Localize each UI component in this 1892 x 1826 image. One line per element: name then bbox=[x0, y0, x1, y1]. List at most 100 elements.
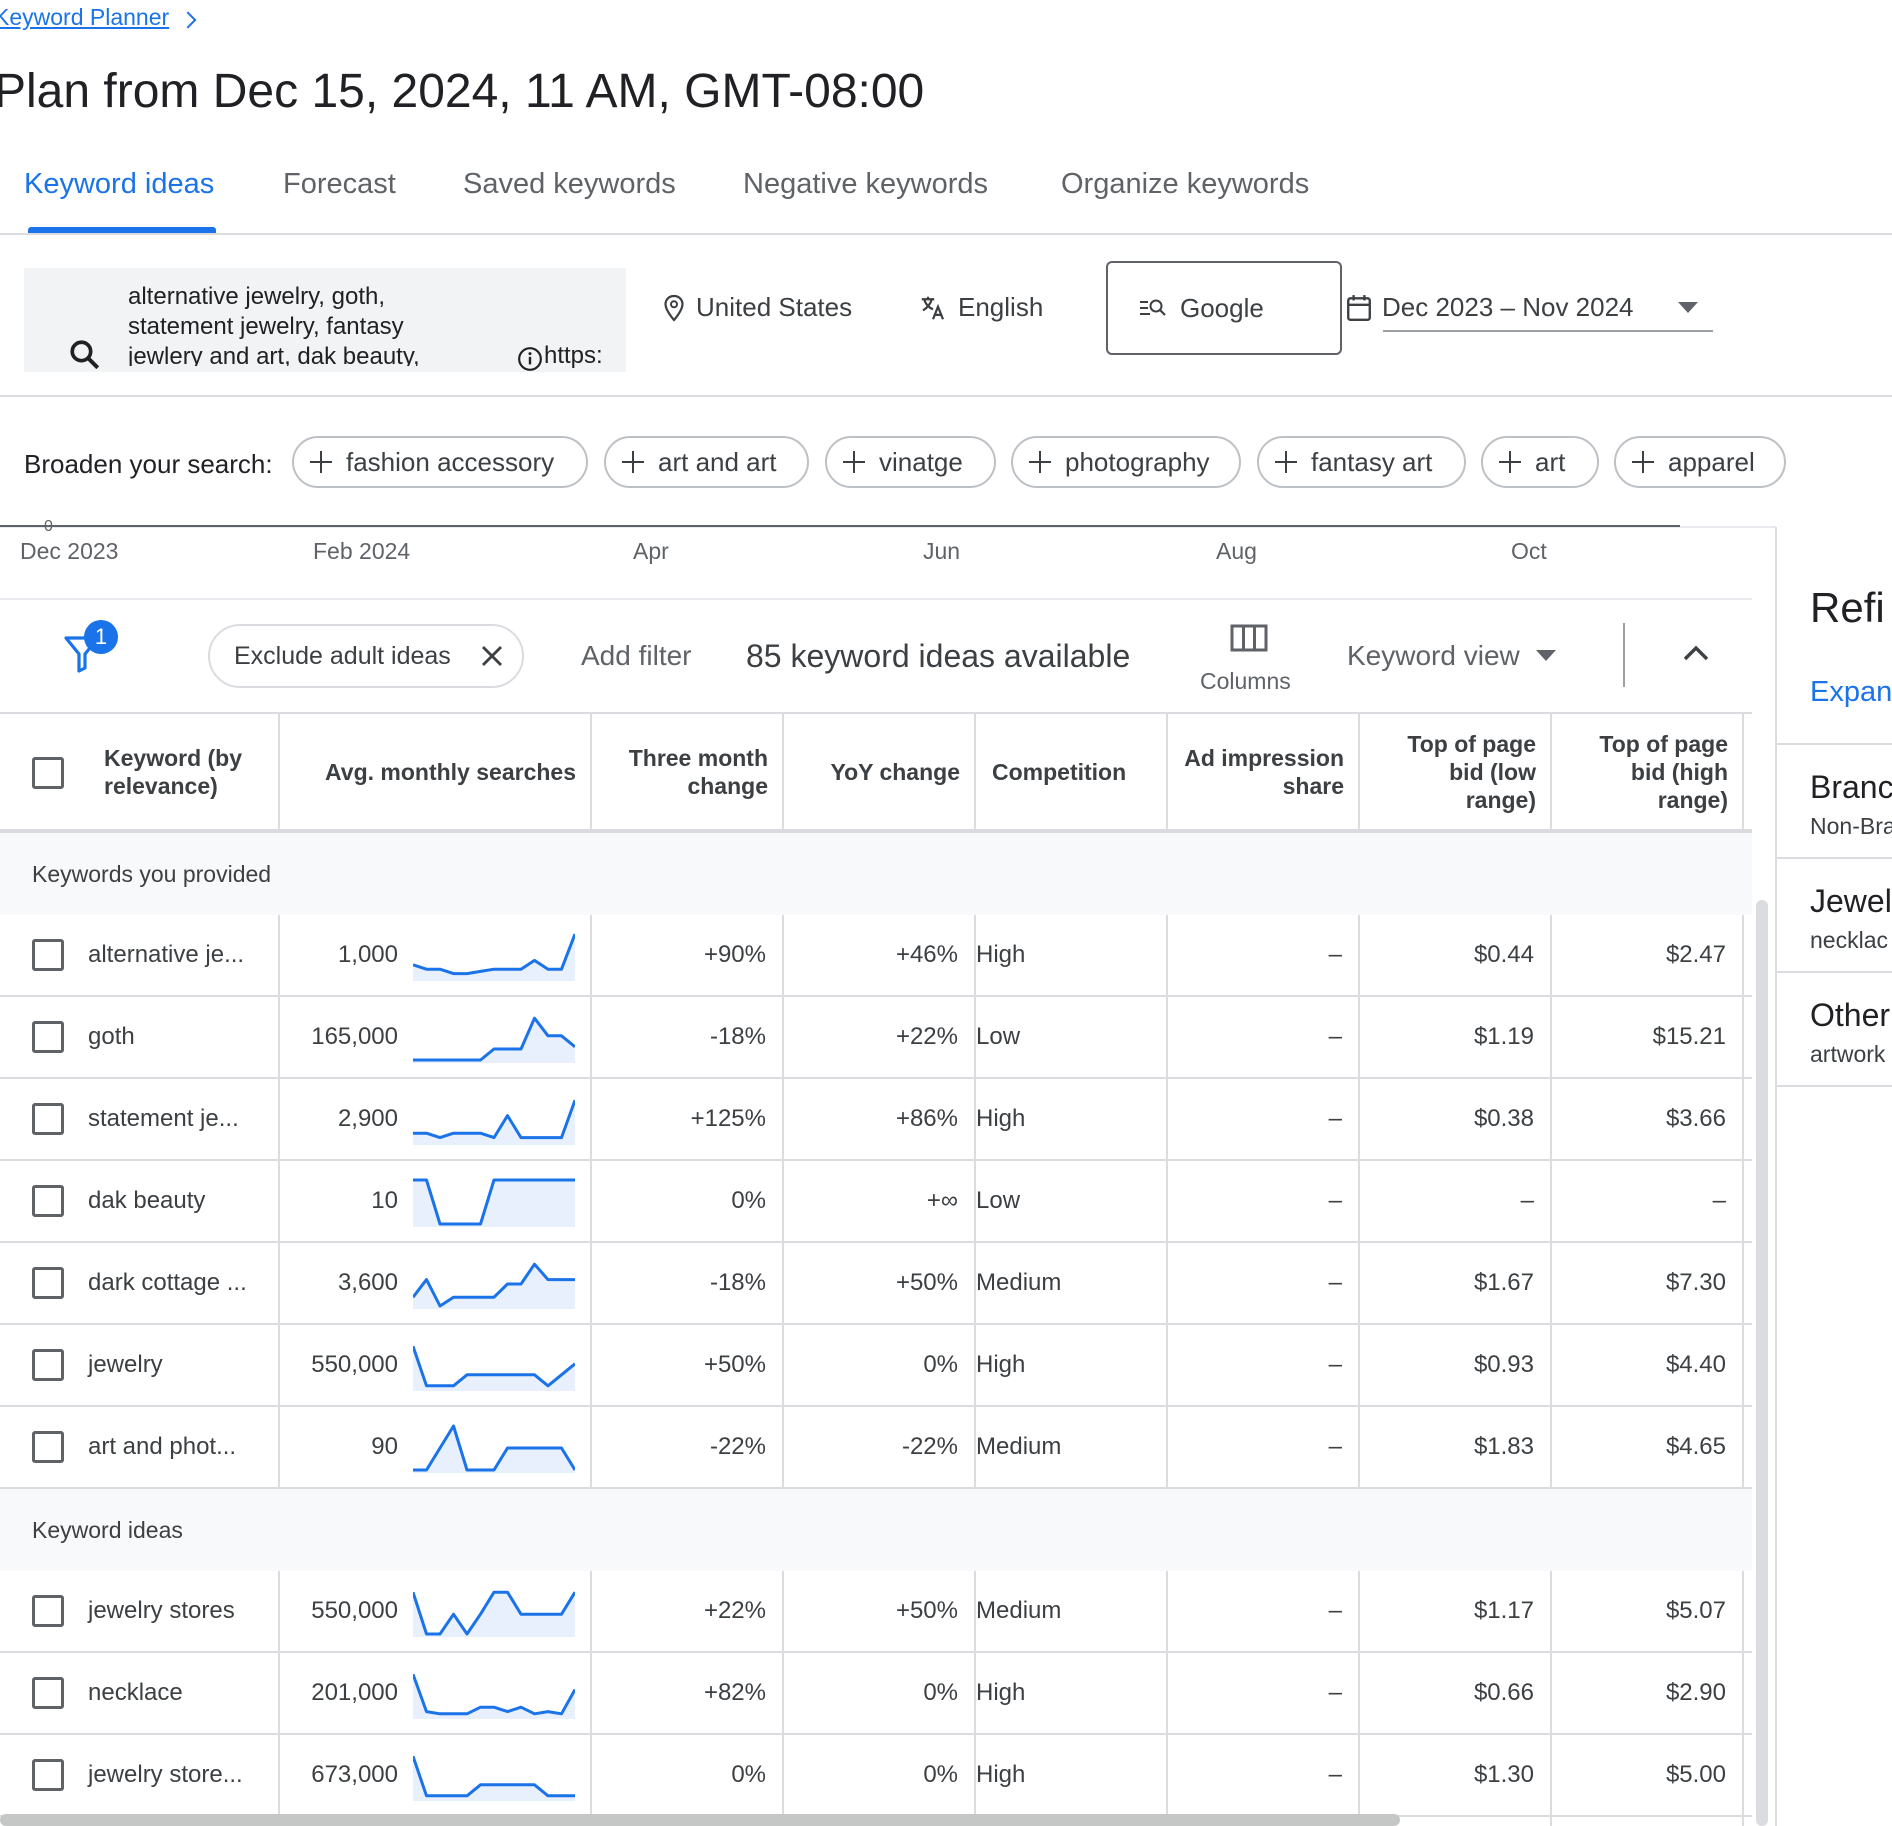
tab-organize-keywords[interactable]: Organize keywords bbox=[1061, 168, 1310, 200]
refine-title: Refi bbox=[1810, 584, 1885, 631]
row-checkbox[interactable] bbox=[32, 1431, 64, 1463]
network-label: Google bbox=[1180, 292, 1264, 323]
cell-keyword[interactable]: art and phot... bbox=[88, 1433, 237, 1460]
header-yoy-change[interactable]: YoY change bbox=[830, 759, 960, 785]
keyword-view-dropdown[interactable]: Keyword view bbox=[1347, 640, 1556, 672]
expand-all-link[interactable]: Expan bbox=[1810, 676, 1892, 708]
table-row[interactable]: jewelry stores 550,000 +22% +50% Medium – $1.1… bbox=[0, 1571, 1752, 1653]
table-row[interactable]: goth 165,000 -18% +22% Low – $1.19 $15.21 bbox=[0, 997, 1752, 1079]
header-three-month-change[interactable]: Three month change bbox=[628, 745, 768, 799]
date-range-selector[interactable]: Dec 2023 – Nov 2024 bbox=[1346, 292, 1634, 323]
broaden-chip-vinatge[interactable]: vinatge bbox=[825, 436, 996, 488]
cell-competition: Medium bbox=[976, 1269, 1062, 1296]
table-row[interactable]: dark cottage ... 3,600 -18% +50% Medium – $1.6… bbox=[0, 1243, 1752, 1325]
table-row[interactable]: necklace 201,000 +82% 0% High – $0.66 $2.90 bbox=[0, 1653, 1752, 1735]
language-label: English bbox=[958, 292, 1044, 322]
cell-keyword[interactable]: dark cottage ... bbox=[88, 1269, 247, 1296]
trend-sparkline bbox=[413, 1178, 575, 1227]
header-ad-impression-share[interactable]: Ad impression share bbox=[1184, 745, 1344, 799]
language-selector[interactable]: English bbox=[918, 292, 1043, 323]
tab-keyword-ideas[interactable]: Keyword ideas bbox=[24, 168, 215, 200]
exclude-adult-ideas-chip[interactable]: Exclude adult ideas bbox=[208, 624, 524, 688]
vertical-scrollbar[interactable] bbox=[1756, 900, 1768, 1826]
add-filter-button[interactable]: Add filter bbox=[581, 640, 692, 671]
row-checkbox[interactable] bbox=[32, 1595, 64, 1627]
plus-icon bbox=[310, 451, 332, 473]
row-checkbox[interactable] bbox=[32, 1103, 64, 1135]
cell-avg-monthly-searches: 201,000 bbox=[311, 1679, 398, 1706]
header-bid-low[interactable]: Top of page bid (low range) bbox=[1407, 731, 1536, 813]
keyword-search-box[interactable]: alternative jewelry, goth, statement jew… bbox=[24, 268, 626, 372]
broaden-chip-art-and-art[interactable]: art and art bbox=[604, 436, 809, 488]
header-bid-high[interactable]: Top of page bid (high range) bbox=[1599, 731, 1728, 813]
broaden-chip-fantasy-art[interactable]: fantasy art bbox=[1257, 436, 1466, 488]
refine-group-title[interactable]: Branc bbox=[1810, 769, 1892, 805]
breadcrumb-keyword-planner[interactable]: Keyword Planner bbox=[0, 4, 170, 30]
cell-three-month-change: +22% bbox=[703, 1597, 766, 1624]
cell-avg-monthly-searches: 2,900 bbox=[337, 1105, 398, 1132]
sparkline-line bbox=[413, 1178, 575, 1226]
calendar-icon bbox=[1347, 294, 1371, 321]
cell-keyword[interactable]: alternative je... bbox=[88, 941, 245, 968]
refine-divider bbox=[1777, 857, 1892, 859]
row-checkbox[interactable] bbox=[32, 939, 64, 971]
tab-saved-keywords[interactable]: Saved keywords bbox=[463, 168, 676, 200]
table-row[interactable]: art and phot... 90 -22% -22% Medium – $1.83 $4.… bbox=[0, 1407, 1752, 1489]
tabs-divider bbox=[0, 233, 1892, 235]
header-keyword[interactable]: Keyword (by relevance) bbox=[104, 745, 243, 799]
table-row[interactable]: alternative je... 1,000 +90% +46% High – $0.44… bbox=[0, 915, 1752, 997]
cell-keyword[interactable]: jewelry bbox=[88, 1351, 163, 1378]
row-checkbox[interactable] bbox=[32, 1349, 64, 1381]
horizontal-scrollbar[interactable] bbox=[0, 1814, 1400, 1826]
refine-group-title[interactable]: Jewel bbox=[1810, 883, 1892, 919]
row-checkbox[interactable] bbox=[32, 1677, 64, 1709]
cell-bid-low: – bbox=[1520, 1187, 1534, 1214]
column-separator bbox=[782, 714, 784, 1826]
search-url-text: https: bbox=[544, 342, 603, 369]
cell-ad-impression-share: – bbox=[1328, 1761, 1342, 1788]
broaden-chip-fashion-accessory[interactable]: fashion accessory bbox=[292, 436, 588, 488]
header-avg-monthly-searches[interactable]: Avg. monthly searches bbox=[325, 759, 576, 785]
row-checkbox[interactable] bbox=[32, 1267, 64, 1299]
columns-icon bbox=[1230, 624, 1268, 652]
table-row[interactable]: dak beauty 10 0% +∞ Low – – – bbox=[0, 1161, 1752, 1243]
trend-sparkline bbox=[413, 1099, 575, 1145]
cell-bid-low: $1.67 bbox=[1473, 1269, 1534, 1296]
dropdown-arrow-icon[interactable] bbox=[1678, 302, 1698, 314]
location-selector[interactable]: United States bbox=[662, 292, 852, 323]
cell-ad-impression-share: – bbox=[1328, 1023, 1342, 1050]
search-network-selector[interactable]: Google bbox=[1106, 261, 1342, 355]
cell-bid-low: $0.44 bbox=[1473, 941, 1534, 968]
filter-button[interactable]: 1 bbox=[60, 620, 120, 676]
cell-competition: High bbox=[976, 1105, 1026, 1132]
broaden-chip-art[interactable]: art bbox=[1481, 436, 1599, 488]
select-all-checkbox[interactable] bbox=[32, 757, 64, 789]
collapse-chevron-up-icon[interactable] bbox=[1682, 644, 1710, 662]
cell-keyword[interactable]: dak beauty bbox=[88, 1187, 206, 1214]
header-competition[interactable]: Competition bbox=[992, 759, 1127, 785]
cell-keyword[interactable]: jewelry stores bbox=[88, 1597, 235, 1624]
broaden-chip-photography[interactable]: photography bbox=[1011, 436, 1241, 488]
cell-ad-impression-share: – bbox=[1328, 1679, 1342, 1706]
trend-sparkline bbox=[413, 1755, 575, 1801]
cell-keyword[interactable]: jewelry store... bbox=[88, 1761, 243, 1788]
row-checkbox[interactable] bbox=[32, 1021, 64, 1053]
close-icon[interactable] bbox=[481, 645, 503, 667]
tab-negative-keywords[interactable]: Negative keywords bbox=[743, 168, 988, 200]
cell-keyword[interactable]: necklace bbox=[88, 1679, 183, 1706]
table-row[interactable]: jewelry 550,000 +50% 0% High – $0.93 $4.40 bbox=[0, 1325, 1752, 1407]
broaden-chip-apparel[interactable]: apparel bbox=[1614, 436, 1786, 488]
row-checkbox[interactable] bbox=[32, 1759, 64, 1791]
tab-forecast[interactable]: Forecast bbox=[283, 168, 396, 200]
plus-icon bbox=[1632, 451, 1654, 473]
cell-three-month-change: -22% bbox=[709, 1433, 766, 1460]
refine-group-title[interactable]: Other bbox=[1810, 997, 1891, 1033]
cell-keyword[interactable]: statement je... bbox=[88, 1105, 239, 1132]
cell-keyword[interactable]: goth bbox=[88, 1023, 135, 1050]
cell-bid-low: $0.66 bbox=[1473, 1679, 1534, 1706]
row-checkbox[interactable] bbox=[32, 1185, 64, 1217]
table-row[interactable]: statement je... 2,900 +125% +86% High – $0.38 $… bbox=[0, 1079, 1752, 1161]
column-separator bbox=[1550, 714, 1552, 1826]
columns-button[interactable]: Columns bbox=[1196, 618, 1302, 698]
table-row[interactable]: jewelry store... 673,000 0% 0% High – $1.30 $5.… bbox=[0, 1735, 1752, 1817]
